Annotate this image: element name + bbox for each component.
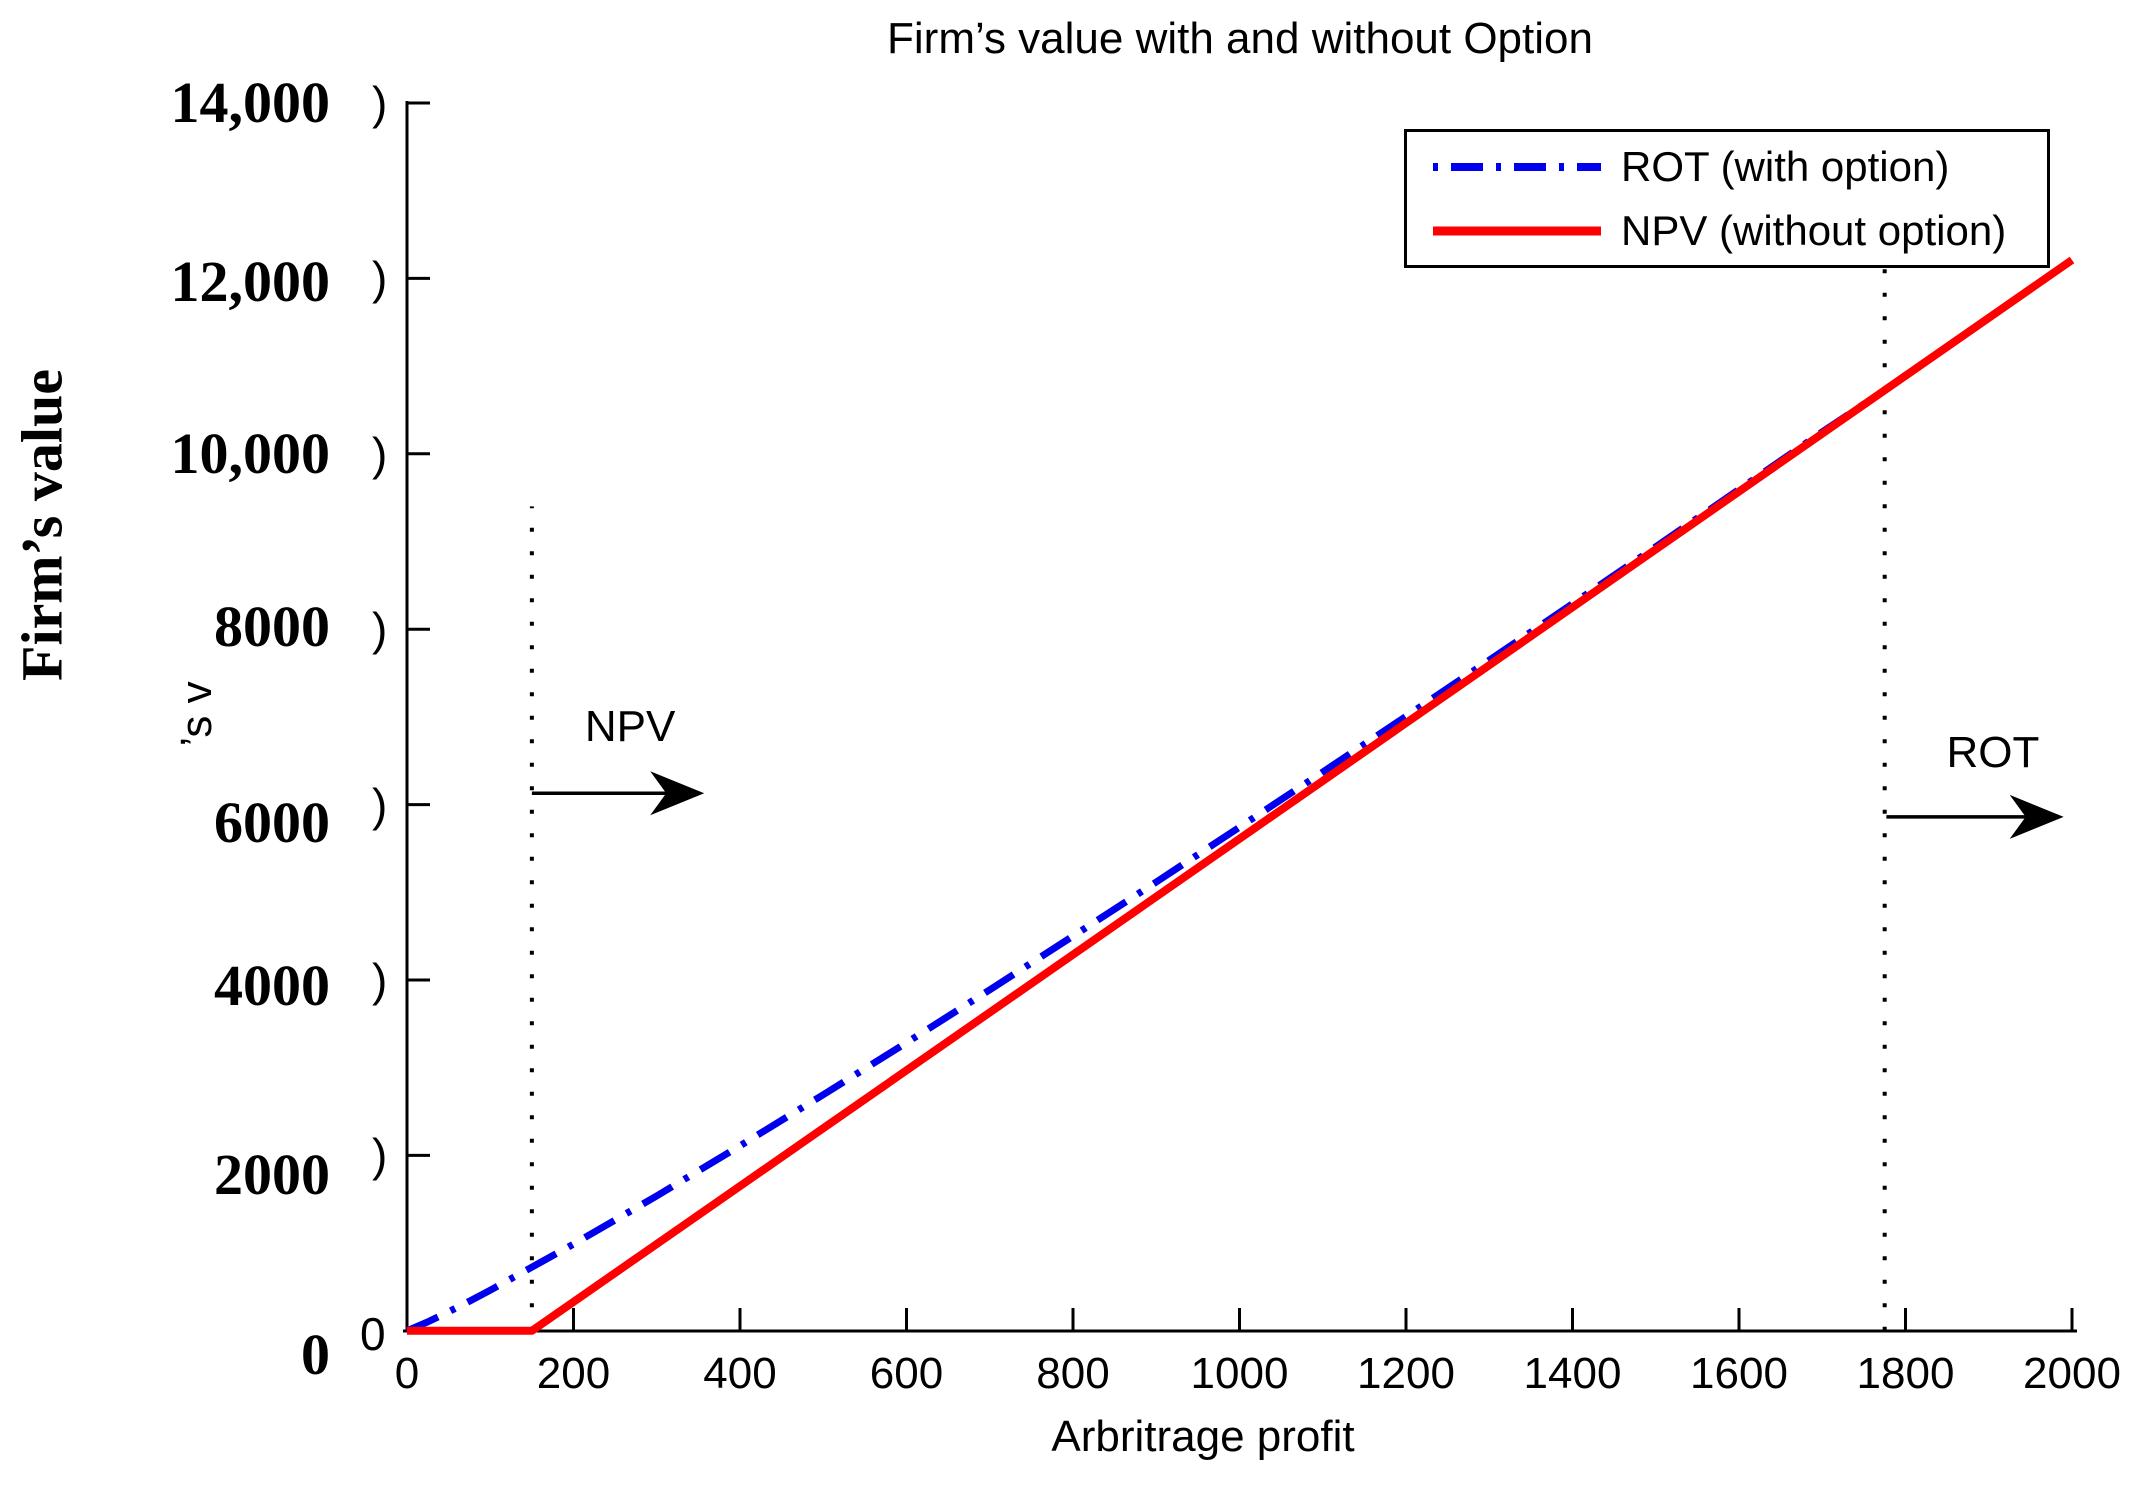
legend-entry: ROT (with option) <box>1407 135 2047 199</box>
x-tick-label: 800 <box>1036 1349 1110 1398</box>
x-tick-label: 600 <box>869 1349 944 1398</box>
x-tick-label: 2000 <box>2023 1349 2121 1398</box>
y-tick-remnant: ) <box>372 77 388 129</box>
y-tick-remnant: ) <box>372 603 388 656</box>
y-tick-label: 2000 <box>214 1142 330 1208</box>
x-tick-label: 200 <box>536 1349 611 1398</box>
y-tick-label: 4000 <box>214 953 330 1018</box>
legend-entry: NPV (without option) <box>1407 199 2047 263</box>
y-axis-label-fragment: ’s v <box>172 681 221 747</box>
legend: ROT (with option) NPV (without option) <box>1404 129 2050 268</box>
y-tick-remnant: ) <box>372 1129 388 1182</box>
y-tick-remnant: ) <box>372 427 388 480</box>
y-tick-label: 8000 <box>214 594 330 660</box>
y-tick-remnant: ) <box>372 954 388 1006</box>
y-tick-remnant: ) <box>372 252 388 305</box>
legend-line-sample <box>1433 162 1601 171</box>
annotation-label-rot: ROT <box>1946 727 2040 777</box>
x-tick-label: 1600 <box>1690 1349 1788 1398</box>
y-tick-label: 0 <box>301 1321 330 1387</box>
y-tick-remnant: ) <box>372 778 388 831</box>
y-tick-remnant-zero: 0 <box>360 1307 386 1360</box>
x-tick-label: 1200 <box>1357 1349 1455 1398</box>
x-tick-label: 1800 <box>1856 1349 1955 1398</box>
x-tick-label: 0 <box>394 1349 420 1398</box>
legend-line-sample <box>1433 226 1601 235</box>
y-tick-label: 12,000 <box>170 249 331 315</box>
chart-title: Firm’s value with and without Option <box>887 14 1593 63</box>
series-line-rot <box>405 257 2074 1335</box>
x-tick-label: 1400 <box>1523 1349 1622 1398</box>
y-tick-label: 14,000 <box>170 70 331 135</box>
series-line-npv <box>407 256 2075 1335</box>
annotation-arrow-head-npv <box>650 771 705 816</box>
legend-label: ROT (with option) <box>1621 142 1950 190</box>
x-axis-label: Arbritrage profit <box>1051 1412 1355 1461</box>
y-tick-label: 6000 <box>214 789 330 855</box>
annotation-label-npv: NPV <box>584 702 676 752</box>
legend-label: NPV (without option) <box>1621 206 2007 254</box>
x-tick-label: 1000 <box>1190 1349 1289 1398</box>
annotation-arrow-head-rot <box>2009 794 2064 839</box>
x-tick-label: 400 <box>703 1349 777 1398</box>
y-tick-label: 10,000 <box>170 420 331 486</box>
